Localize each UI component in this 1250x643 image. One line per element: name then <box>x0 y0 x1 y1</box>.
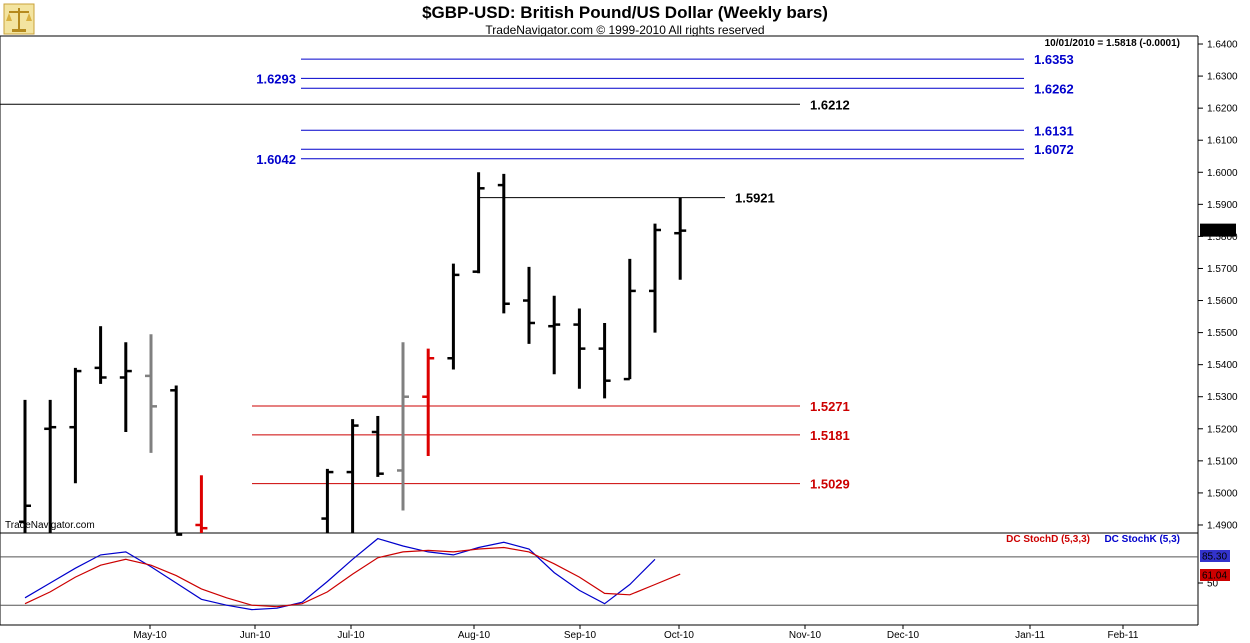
stoch-d-last-value: 61.04 <box>1202 571 1227 582</box>
ohlc-bar <box>447 263 460 370</box>
level-label: 1.5029 <box>810 477 850 492</box>
y-tick-label: 1.5200 <box>1207 424 1238 435</box>
y-tick-label: 1.5800 <box>1207 232 1238 243</box>
y-tick-label: 1.4900 <box>1207 520 1238 531</box>
ohlc-bar <box>69 367 82 484</box>
level-label: 1.6353 <box>1034 52 1074 67</box>
legend-stoch-k: DC StochK (5,3) <box>1104 534 1180 545</box>
ohlc-bar <box>573 308 586 389</box>
ohlc-bar <box>397 342 409 511</box>
y-tick-label: 1.6200 <box>1207 104 1238 115</box>
ohlc-bar <box>472 172 485 274</box>
ohlc-bar <box>145 334 157 453</box>
x-tick-label: May-10 <box>133 630 167 641</box>
level-label: 1.6262 <box>1034 81 1074 96</box>
x-tick-label: Oct-10 <box>664 630 694 641</box>
y-tick-label: 1.6300 <box>1207 72 1238 83</box>
y-tick-label: 1.5900 <box>1207 200 1238 211</box>
ohlc-bar <box>548 295 561 375</box>
y-tick-label: 1.5700 <box>1207 264 1238 275</box>
time-x-axis: May-10 Jun-10 Jul-10 Aug-10 Sep-10 Oct-10 Nov-… <box>133 625 1139 641</box>
ohlc-bar <box>19 399 31 533</box>
level-label: 1.5921 <box>735 191 775 206</box>
watermark-text: TradeNavigator.com <box>5 520 95 531</box>
level-label: 1.6131 <box>1034 123 1074 138</box>
ohlc-bar <box>623 258 636 381</box>
price-bars <box>19 172 687 536</box>
y-tick-label: 1.5100 <box>1207 456 1238 467</box>
ohlc-bar <box>422 348 435 457</box>
price-panel <box>0 35 1199 626</box>
y-tick-label: 1.5500 <box>1207 328 1238 339</box>
ohlc-bar <box>371 415 384 477</box>
ohlc-bar <box>346 419 359 533</box>
ohlc-bar <box>598 322 611 399</box>
level-label: 1.5181 <box>810 428 850 443</box>
x-tick-label: Jun-10 <box>240 630 271 641</box>
x-tick-label: Sep-10 <box>564 630 597 641</box>
ohlc-bar <box>321 468 334 533</box>
stoch-line <box>24 546 681 608</box>
x-tick-label: Jul-10 <box>337 630 365 641</box>
ohlc-bar <box>44 399 57 533</box>
last-price-label: 1.5818 <box>1202 226 1233 237</box>
chart-title: $GBP-USD: British Pound/US Dollar (Weekl… <box>422 3 828 22</box>
ohlc-bar <box>649 223 661 333</box>
price-y-axis: 1.4900 1.5000 1.5100 1.5200 1.5300 1.5400 1.55… <box>1198 40 1238 531</box>
stochastic-panel: 50 85.30 61.04 <box>0 537 1230 611</box>
level-label: 1.6072 <box>1034 142 1074 157</box>
level-label: 1.6212 <box>810 97 850 112</box>
legend-stoch-d: DC StochD (5,3,3) <box>1006 534 1090 545</box>
ohlc-bar <box>170 385 183 536</box>
level-label: 1.6042 <box>256 152 296 167</box>
last-price-marker: 1.5818 <box>1200 223 1236 237</box>
x-tick-label: Jan-11 <box>1015 630 1045 641</box>
y-tick-label: 1.5400 <box>1207 360 1238 371</box>
scales-icon <box>3 3 35 35</box>
stoch-y-tick-label: 50 <box>1207 579 1219 590</box>
ohlc-bar <box>523 266 535 344</box>
ohlc-bar <box>119 342 132 432</box>
x-tick-label: Dec-10 <box>887 630 920 641</box>
ohlc-bar <box>497 173 510 314</box>
y-tick-label: 1.5000 <box>1207 488 1238 499</box>
x-tick-label: Feb-11 <box>1108 630 1139 641</box>
x-tick-label: Aug-10 <box>458 630 491 641</box>
y-tick-label: 1.6000 <box>1207 168 1238 179</box>
y-tick-label: 1.6100 <box>1207 136 1238 147</box>
y-tick-label: 1.5600 <box>1207 296 1238 307</box>
y-tick-label: 1.5300 <box>1207 392 1238 403</box>
ohlc-bar <box>674 197 687 280</box>
ohlc-bar <box>195 475 208 533</box>
stoch-line <box>24 537 656 611</box>
x-tick-label: Nov-10 <box>789 630 822 641</box>
level-label: 1.6293 <box>256 71 296 86</box>
stoch-k-last-value: 85.30 <box>1202 552 1227 563</box>
chart-subtitle: TradeNavigator.com © 1999-2010 All right… <box>485 23 764 37</box>
quote-readout: 10/01/2010 = 1.5818 (-0.0001) <box>1045 38 1180 49</box>
levels-layer: 1.6353 1.6293 1.6262 1.6212 1.6131 1.6072 1.60… <box>0 52 1074 492</box>
ohlc-bar <box>94 326 107 384</box>
y-tick-label: 1.6400 <box>1207 40 1238 51</box>
level-label: 1.5271 <box>810 399 850 414</box>
